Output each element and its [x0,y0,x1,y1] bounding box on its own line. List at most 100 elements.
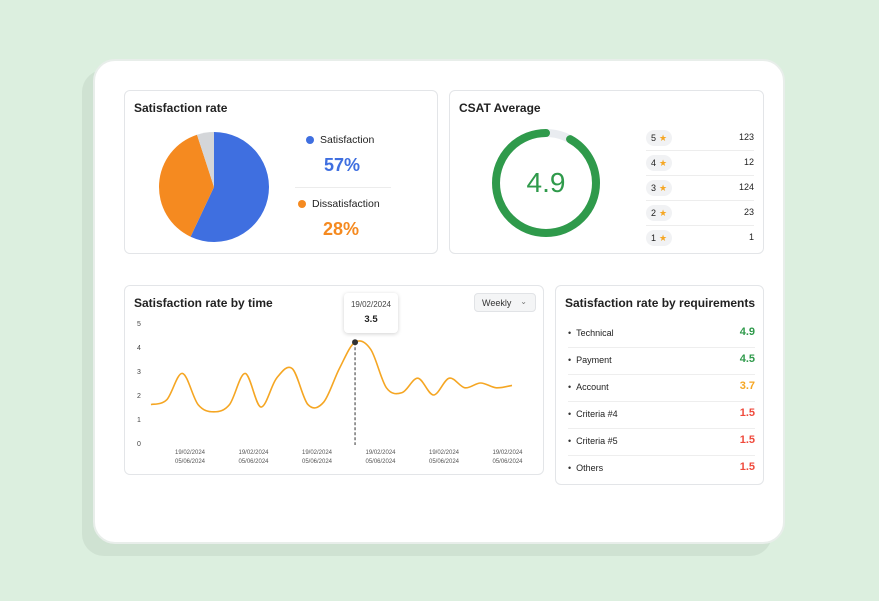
rating-count: 23 [743,207,754,217]
row-divider [646,175,754,176]
legend-divider [295,187,391,188]
pie-slice-dissatisfaction [159,134,214,237]
star-chip: 5 ★ [646,130,672,146]
legend-dot-satisfaction [306,136,314,144]
legend-label: Satisfaction [320,134,375,146]
x-tick-label: 05/06/2024 [365,459,396,465]
series-line [150,340,513,413]
x-tick-label: 19/02/2024 [175,450,206,456]
legend-label: Dissatisfaction [312,198,380,210]
requirement-value: 3.7 [739,380,755,392]
period-select[interactable]: Weekly ⌄ [474,293,536,312]
satisfaction-line-chart[interactable]: 0 1 2 3 4 5 19/02/2024 05/06/2024 19/02/2024 05/0… [125,286,545,476]
star-icon: ★ [658,182,668,193]
x-tick-label: 19/02/2024 [302,450,333,456]
y-tick-label: 1 [137,417,141,424]
requirement-value: 1.5 [739,407,755,419]
pie-slice-satisfaction [190,132,269,242]
requirement-row: Others 1.5 [568,457,755,483]
star-icon: ★ [658,132,668,143]
chevron-down-icon: ⌄ [520,297,527,306]
star-icon: ★ [658,207,668,218]
requirement-row: Criteria #5 1.5 [568,430,755,456]
star-number: 2 [650,208,656,218]
row-divider [646,225,754,226]
y-tick-label: 5 [137,321,141,328]
satisfaction-by-time-card: Satisfaction rate by time Weekly ⌄ 0 1 2 3 4… [124,285,544,475]
rating-row-2: 2 ★ 23 [646,203,754,226]
requirement-row: Technical 4.9 [568,322,755,348]
satisfaction-by-requirements-card: Satisfaction rate by requirements Techni… [555,285,764,485]
row-divider [568,347,755,348]
star-number: 1 [650,233,656,243]
rating-row-4: 4 ★ 12 [646,153,754,176]
requirement-row: Payment 4.5 [568,349,755,375]
rating-count: 123 [738,132,754,142]
rating-row-1: 1 ★ 1 [646,228,754,248]
x-tick-label: 05/06/2024 [302,459,333,465]
y-tick-label: 0 [137,441,141,448]
x-tick-label: 05/06/2024 [175,459,206,465]
highlight-point[interactable] [352,339,359,346]
requirement-value: 4.5 [739,353,755,365]
requirement-value: 1.5 [739,434,755,446]
satisfaction-percent: 57% [324,155,361,175]
star-chip: 3 ★ [646,180,672,196]
rating-row-5: 5 ★ 123 [646,128,754,151]
requirement-value: 1.5 [739,461,755,473]
requirement-label: Technical [568,328,614,338]
tooltip-date: 19/02/2024 [350,300,392,309]
card-title: Satisfaction rate by requirements [565,296,756,310]
requirement-label: Payment [568,355,612,365]
star-chip: 4 ★ [646,155,672,171]
x-tick-label: 19/02/2024 [238,450,269,456]
row-divider [568,428,755,429]
row-divider [646,150,754,151]
y-tick-label: 4 [137,345,141,352]
y-tick-label: 2 [137,393,141,400]
star-icon: ★ [658,232,668,243]
satisfaction-rate-card: Satisfaction rate Satisfaction 57% Dissa… [124,90,438,254]
ring-progress [492,129,600,237]
row-divider [568,374,755,375]
x-tick-label: 19/02/2024 [429,450,460,456]
rating-count: 12 [743,157,754,167]
pie-slice-other [197,132,214,187]
star-chip: 2 ★ [646,205,672,221]
rating-row-3: 3 ★ 124 [646,178,754,201]
card-title: Satisfaction rate [134,101,228,115]
chart-tooltip: 19/02/2024 3.5 [344,293,398,333]
card-title: Satisfaction rate by time [134,296,273,310]
x-tick-label: 05/06/2024 [238,459,269,465]
csat-average-card: CSAT Average 4.9 5 ★ 123 4 ★ 12 3 ★ 124 2 ★ … [449,90,764,254]
x-tick-label: 19/02/2024 [492,450,523,456]
legend-dissatisfaction: Dissatisfaction [298,198,380,210]
dissatisfaction-percent: 28% [323,219,360,239]
card-title: CSAT Average [459,101,541,115]
star-icon: ★ [658,157,668,168]
row-divider [646,200,754,201]
x-tick-label: 19/02/2024 [365,450,396,456]
satisfaction-pie-chart [159,132,269,242]
row-divider [568,455,755,456]
requirement-label: Account [568,382,609,392]
legend-satisfaction: Satisfaction [306,134,374,146]
star-number: 3 [650,183,656,193]
rating-count: 1 [748,232,754,242]
legend-dot-dissatisfaction [298,200,306,208]
star-chip: 1 ★ [646,230,672,246]
csat-average-value: 4.9 [526,167,566,198]
requirement-label: Criteria #4 [568,409,618,419]
requirement-row: Criteria #4 1.5 [568,403,755,429]
x-tick-label: 05/06/2024 [492,459,523,465]
period-select-value: Weekly [482,297,512,308]
rating-count: 124 [738,182,754,192]
x-tick-label: 05/06/2024 [429,459,460,465]
requirement-value: 4.9 [739,326,755,338]
row-divider [568,401,755,402]
requirement-label: Others [568,463,603,473]
star-number: 4 [650,158,656,168]
requirement-label: Criteria #5 [568,436,618,446]
tooltip-value: 3.5 [364,314,378,325]
requirement-row: Account 3.7 [568,376,755,402]
